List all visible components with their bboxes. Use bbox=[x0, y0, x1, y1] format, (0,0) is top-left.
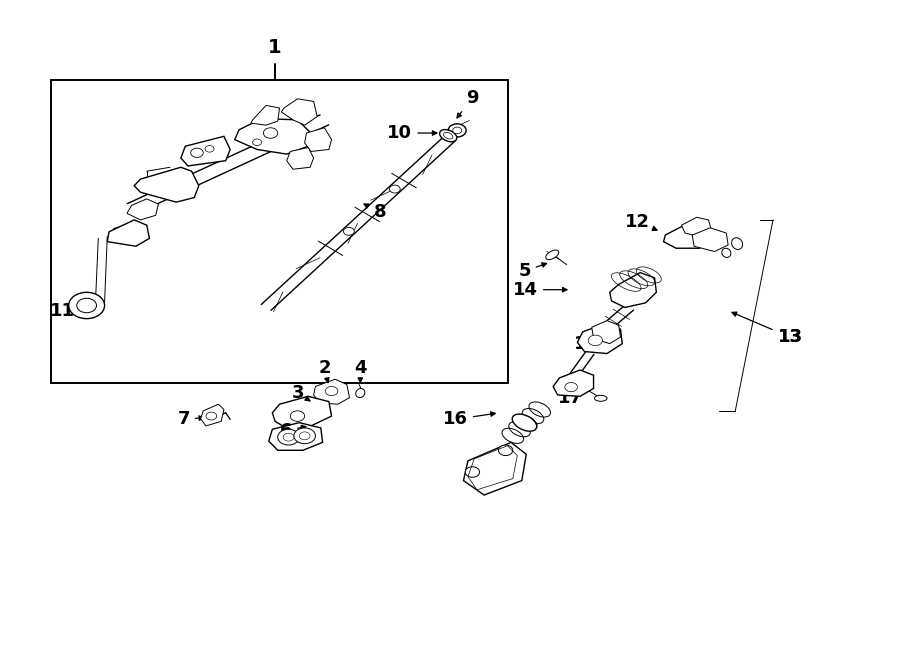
Polygon shape bbox=[304, 128, 331, 151]
Circle shape bbox=[448, 124, 466, 137]
Circle shape bbox=[191, 148, 203, 157]
Circle shape bbox=[300, 432, 310, 440]
Circle shape bbox=[291, 410, 304, 421]
Ellipse shape bbox=[356, 389, 364, 398]
Polygon shape bbox=[464, 442, 526, 495]
Text: 13: 13 bbox=[778, 328, 803, 346]
Text: 8: 8 bbox=[364, 203, 386, 221]
Ellipse shape bbox=[444, 132, 453, 139]
Text: 16: 16 bbox=[443, 410, 495, 428]
Circle shape bbox=[278, 429, 300, 445]
Text: 17: 17 bbox=[558, 389, 582, 407]
Polygon shape bbox=[692, 228, 728, 252]
Circle shape bbox=[465, 467, 480, 477]
Circle shape bbox=[344, 227, 355, 235]
Circle shape bbox=[499, 445, 513, 455]
Circle shape bbox=[76, 298, 96, 313]
Text: 13: 13 bbox=[732, 312, 803, 346]
Polygon shape bbox=[235, 118, 310, 154]
Polygon shape bbox=[201, 405, 224, 426]
Text: 1: 1 bbox=[268, 38, 282, 57]
Ellipse shape bbox=[545, 250, 559, 260]
Polygon shape bbox=[134, 167, 199, 202]
Text: 11: 11 bbox=[50, 302, 85, 320]
Circle shape bbox=[264, 128, 278, 138]
Circle shape bbox=[294, 428, 315, 444]
Ellipse shape bbox=[512, 414, 536, 431]
Text: 9: 9 bbox=[457, 89, 479, 118]
Ellipse shape bbox=[722, 249, 731, 257]
Text: 6: 6 bbox=[280, 422, 306, 440]
Text: 10: 10 bbox=[387, 124, 436, 142]
Circle shape bbox=[390, 185, 400, 193]
Polygon shape bbox=[107, 220, 149, 247]
Polygon shape bbox=[663, 222, 712, 249]
Polygon shape bbox=[273, 397, 331, 429]
Text: 3: 3 bbox=[292, 384, 310, 402]
Circle shape bbox=[589, 335, 602, 346]
Polygon shape bbox=[313, 379, 349, 405]
Polygon shape bbox=[592, 321, 620, 344]
Circle shape bbox=[68, 292, 104, 319]
Ellipse shape bbox=[439, 130, 457, 141]
Polygon shape bbox=[269, 422, 322, 450]
Text: 4: 4 bbox=[354, 358, 366, 383]
Polygon shape bbox=[181, 136, 230, 166]
Polygon shape bbox=[282, 98, 317, 125]
Polygon shape bbox=[127, 199, 158, 220]
Circle shape bbox=[565, 383, 578, 392]
Text: 14: 14 bbox=[513, 281, 567, 299]
Text: 5: 5 bbox=[518, 262, 546, 280]
Text: 2: 2 bbox=[318, 358, 330, 383]
Circle shape bbox=[325, 387, 338, 396]
Bar bbox=[50, 81, 508, 383]
Text: 12: 12 bbox=[625, 213, 657, 231]
Ellipse shape bbox=[595, 395, 607, 401]
Ellipse shape bbox=[732, 238, 742, 249]
Polygon shape bbox=[251, 105, 280, 125]
Polygon shape bbox=[578, 324, 622, 354]
Polygon shape bbox=[287, 147, 313, 169]
Text: 15: 15 bbox=[574, 334, 599, 353]
Polygon shape bbox=[609, 272, 656, 307]
Circle shape bbox=[453, 127, 462, 134]
Circle shape bbox=[206, 412, 217, 420]
Polygon shape bbox=[681, 217, 712, 237]
Circle shape bbox=[205, 145, 214, 152]
Circle shape bbox=[284, 433, 294, 441]
Circle shape bbox=[253, 139, 262, 145]
Polygon shape bbox=[554, 370, 594, 397]
Text: 7: 7 bbox=[177, 410, 203, 428]
